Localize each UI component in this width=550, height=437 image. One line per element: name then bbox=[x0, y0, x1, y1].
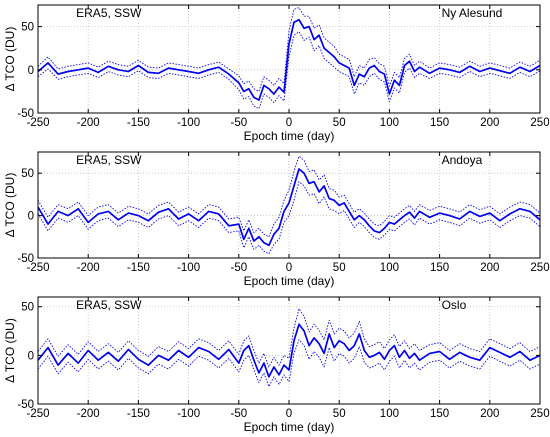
panel-left-label: ERA5, SSW bbox=[76, 298, 142, 312]
x-tick-label: 0 bbox=[286, 117, 292, 129]
x-axis-title: Epoch time (day) bbox=[244, 129, 335, 143]
x-tick-label: 50 bbox=[333, 408, 346, 420]
series-line-mean bbox=[37, 323, 541, 378]
y-tick-label: -50 bbox=[17, 253, 34, 265]
series-line-upper-bound bbox=[37, 7, 541, 92]
y-tick-label: 50 bbox=[21, 22, 34, 34]
x-tick-label: -250 bbox=[26, 262, 49, 274]
x-tick-label: -150 bbox=[127, 262, 150, 274]
x-tick-label: -100 bbox=[177, 117, 200, 129]
x-tick-label: 150 bbox=[430, 117, 449, 129]
x-tick-label: -200 bbox=[77, 262, 100, 274]
y-tick-label: 50 bbox=[21, 302, 34, 314]
panel-2: -250 -200 -150 -100 -50 0 50 100 150 200 250 -50 0 50… bbox=[3, 151, 550, 288]
y-tick-label: -50 bbox=[17, 108, 34, 120]
x-tick-label: 150 bbox=[430, 408, 449, 420]
series-line-mean bbox=[37, 168, 541, 247]
y-axis-title: Δ TCO (DU) bbox=[3, 27, 17, 92]
x-axis-title: Epoch time (day) bbox=[244, 420, 335, 434]
y-tick-label: -50 bbox=[17, 399, 34, 411]
station-label: Ny Alesund bbox=[442, 6, 503, 20]
x-tick-label: 100 bbox=[380, 117, 399, 129]
x-tick-label: -100 bbox=[177, 408, 200, 420]
x-tick-label: -50 bbox=[230, 408, 247, 420]
x-tick-label: -100 bbox=[177, 262, 200, 274]
x-tick-label: -250 bbox=[26, 117, 49, 129]
series-line-lower-bound bbox=[37, 181, 541, 255]
series-line-lower-bound bbox=[37, 31, 541, 110]
x-tick-label: -250 bbox=[26, 408, 49, 420]
x-tick-label: -50 bbox=[230, 117, 247, 129]
series-line-upper-bound bbox=[37, 155, 541, 238]
x-tick-label: 250 bbox=[530, 408, 549, 420]
y-tick-label: 0 bbox=[28, 65, 34, 77]
station-label: Oslo bbox=[442, 298, 467, 312]
station-label: Andoya bbox=[442, 153, 483, 167]
y-tick-label: 0 bbox=[28, 211, 34, 223]
series-line-mean bbox=[37, 18, 541, 101]
x-tick-label: -50 bbox=[230, 262, 247, 274]
panel-left-label: ERA5, SSW bbox=[76, 6, 142, 20]
y-axis-title: Δ TCO (DU) bbox=[3, 173, 17, 238]
x-tick-label: 250 bbox=[530, 262, 549, 274]
x-tick-label: 200 bbox=[480, 262, 499, 274]
x-tick-label: 50 bbox=[333, 262, 346, 274]
y-tick-label: 0 bbox=[28, 350, 34, 362]
x-axis-title: Epoch time (day) bbox=[244, 274, 335, 288]
panel-1: -250 -200 -150 -100 -50 0 50 100 150 200 250 -50 0 50… bbox=[3, 4, 550, 143]
x-tick-label: 50 bbox=[333, 117, 346, 129]
x-tick-label: 0 bbox=[286, 408, 292, 420]
x-tick-label: -200 bbox=[77, 408, 100, 420]
x-tick-label: -200 bbox=[77, 117, 100, 129]
x-tick-label: 200 bbox=[480, 117, 499, 129]
x-tick-label: 100 bbox=[380, 262, 399, 274]
panel-3: -250 -200 -150 -100 -50 0 50 100 150 200 250 -50 0 50… bbox=[3, 296, 550, 434]
x-tick-label: 0 bbox=[286, 262, 292, 274]
x-tick-label: 250 bbox=[530, 117, 549, 129]
y-tick-label: 50 bbox=[21, 168, 34, 180]
x-tick-label: 100 bbox=[380, 408, 399, 420]
x-tick-label: 200 bbox=[480, 408, 499, 420]
panel-left-label: ERA5, SSW bbox=[76, 153, 142, 167]
x-tick-label: -150 bbox=[127, 117, 150, 129]
series-line-upper-bound bbox=[37, 308, 541, 368]
x-tick-label: 150 bbox=[430, 262, 449, 274]
y-axis-title: Δ TCO (DU) bbox=[3, 318, 17, 383]
x-tick-label: -150 bbox=[127, 408, 150, 420]
